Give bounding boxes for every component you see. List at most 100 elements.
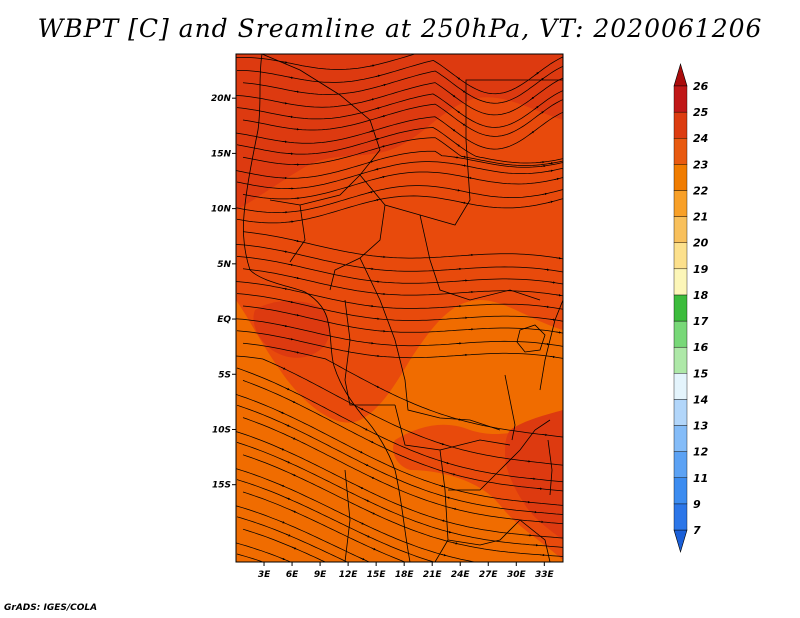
colorbar-swatch (673, 294, 688, 322)
streamline-arrow (290, 436, 296, 440)
streamline (242, 454, 563, 557)
lat-tick-label: 5S (218, 370, 231, 380)
colorbar-swatch (673, 477, 688, 505)
streamline-arrow (294, 239, 300, 243)
streamline-arrow (467, 176, 473, 180)
streamline-arrow (448, 566, 452, 567)
streamline-arrow (445, 496, 451, 499)
border-segment (289, 204, 306, 263)
streamline-arrow (280, 557, 286, 560)
colorbar-label: 16 (693, 341, 709, 354)
streamline (242, 342, 563, 438)
streamline (236, 468, 477, 562)
colorbar-label: 19 (693, 263, 709, 276)
map-frame (235, 53, 564, 563)
streamline-arrow (288, 220, 294, 223)
streamline-arrow (374, 107, 381, 110)
streamline-arrow (525, 460, 531, 463)
colorbar-swatch (673, 190, 688, 217)
streamline-arrow (453, 156, 459, 159)
streamline-arrow (556, 257, 562, 260)
border-segment (448, 419, 551, 491)
border-segment (359, 257, 501, 431)
streamline (242, 99, 563, 137)
lake-malawi (547, 439, 553, 496)
lon-tick-label: 18E (395, 570, 415, 580)
streamline-arrow (288, 300, 294, 304)
colorbar-label: 25 (693, 106, 709, 119)
lat-tick-label: 15S (212, 481, 231, 491)
lon-tick-label: 6E (286, 570, 299, 580)
streamline-arrow (444, 461, 450, 465)
streamline-arrow (550, 318, 556, 321)
colorbar-label: 12 (693, 446, 709, 459)
streamline (236, 367, 563, 483)
streamline-arrow (279, 484, 285, 487)
lat-tick-label: EQ (217, 315, 231, 325)
colorbar-label: 23 (693, 158, 709, 171)
streamline-arrow (291, 546, 297, 550)
streamline-arrow (290, 400, 296, 403)
streamline (236, 479, 436, 562)
streamline-arrow (544, 342, 550, 346)
lon-tick-label: 15E (367, 570, 387, 580)
streamline (237, 56, 563, 95)
lon-tick-label: 24E (451, 570, 471, 580)
colorbar-label: 21 (693, 211, 708, 224)
colorbar-swatch (673, 320, 688, 348)
streamline (236, 150, 563, 179)
border-segment (419, 214, 541, 301)
lon-tick-label: 33E (535, 570, 555, 580)
streamline-arrow (556, 294, 562, 297)
streamline-arrow (285, 460, 291, 464)
streamline (236, 127, 563, 164)
streamline-arrow (369, 98, 375, 101)
streamline-arrow (380, 115, 386, 118)
streamline-arrow (452, 542, 459, 545)
colorbar-swatch (673, 242, 688, 270)
streamline (236, 542, 292, 562)
lat-tick-label: 10S (212, 425, 231, 435)
colorbar-label: 22 (693, 184, 709, 197)
streamline-arrow (280, 366, 286, 370)
streamline-arrow (438, 484, 445, 488)
streamline-arrow (529, 131, 535, 135)
colorbar-swatch (673, 85, 688, 113)
coastline-borders (242, 54, 563, 562)
colorbar-label: 13 (693, 420, 709, 433)
streamline (242, 380, 563, 492)
colorbar-swatch (673, 373, 688, 400)
streamline-arrow (375, 74, 381, 78)
colorbar-swatch (673, 451, 688, 478)
lon-tick-label: 12E (339, 570, 359, 580)
streamline (236, 505, 371, 562)
streamline (236, 516, 348, 562)
streamline (243, 566, 247, 567)
border-segment (359, 79, 563, 226)
streamline (236, 394, 563, 506)
colorbar-label: 7 (693, 524, 701, 537)
streamline-arrow (460, 89, 466, 93)
colorbar-label: 9 (693, 498, 701, 511)
streamline-arrow (364, 499, 370, 502)
streamline-arrow (360, 557, 365, 561)
streamline-arrow (294, 90, 300, 93)
streamline-arrow (282, 287, 288, 290)
lat-tick-label: 15N (211, 149, 232, 159)
streamline-arrow (379, 175, 386, 179)
streamline-arrow (461, 155, 467, 158)
streamline-arrow (288, 263, 294, 266)
coastline-west-africa (242, 54, 411, 562)
streamline-arrow (294, 313, 300, 317)
streamline-arrow (365, 534, 371, 538)
lon-tick-label: 30E (507, 570, 527, 580)
streamline-arrow (534, 72, 540, 76)
colorbar: 7 9 11 12 13 14 15 16 17 18 19 20 21 22 23 24 25 26 (673, 62, 709, 554)
streamline-arrow (285, 424, 290, 427)
streamline-arrow (279, 447, 285, 451)
streamline-arrow (358, 450, 363, 454)
lat-tick-label: 20N (211, 94, 232, 104)
border-segment (344, 469, 351, 562)
streamline (242, 417, 563, 525)
